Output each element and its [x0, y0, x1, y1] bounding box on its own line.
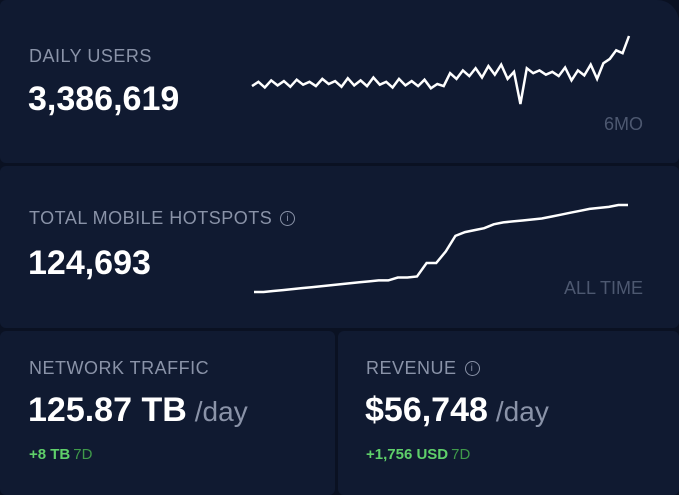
card-value: 124,693: [28, 244, 151, 282]
card-label: DAILY USERS: [29, 46, 152, 66]
traffic-card: NETWORK TRAFFIC 125.87 TB/day +8 TB 7D: [0, 331, 335, 495]
range-label: ALL TIME: [563, 278, 643, 298]
change: +1,756 USD 7D: [366, 446, 470, 463]
hotspots-card: TOTAL MOBILE HOTSPOTS i 124,693 ALL TIME: [0, 166, 679, 328]
info-icon[interactable]: i: [464, 361, 480, 376]
change-text: +1,756 USD: [366, 446, 449, 463]
card-value: $56,748/day: [365, 391, 549, 430]
card-label: NETWORK TRAFFIC: [29, 358, 210, 378]
revenue-card: REVENUE i $56,748/day +1,756 USD 7D: [338, 331, 679, 495]
range-label: 6MO: [603, 114, 643, 134]
change: +8 TB 7D: [29, 446, 92, 463]
value-text: $56,748: [365, 391, 488, 429]
sparkline: [254, 203, 628, 294]
card-value: 3,386,619: [28, 80, 180, 118]
sparkline-area: [251, 35, 631, 105]
period: 7D: [451, 446, 471, 463]
info-icon[interactable]: i: [280, 211, 296, 226]
card-label-text: TOTAL MOBILE HOTSPOTS: [29, 208, 273, 228]
period: 7D: [73, 446, 93, 463]
card-value: 125.87 TB/day: [28, 391, 248, 430]
card-label-text: REVENUE: [366, 358, 457, 378]
card-label: TOTAL MOBILE HOTSPOTS i: [29, 208, 296, 229]
unit: /day: [194, 396, 248, 427]
daily-users-card: DAILY USERS 3,386,619 6MO: [0, 0, 679, 163]
card-label: REVENUE i: [366, 358, 480, 379]
value-text: 125.87 TB: [28, 391, 187, 429]
unit: /day: [495, 396, 549, 427]
change-text: +8 TB: [29, 446, 71, 463]
sparkline-area: [254, 203, 628, 294]
sparkline: [251, 35, 631, 105]
